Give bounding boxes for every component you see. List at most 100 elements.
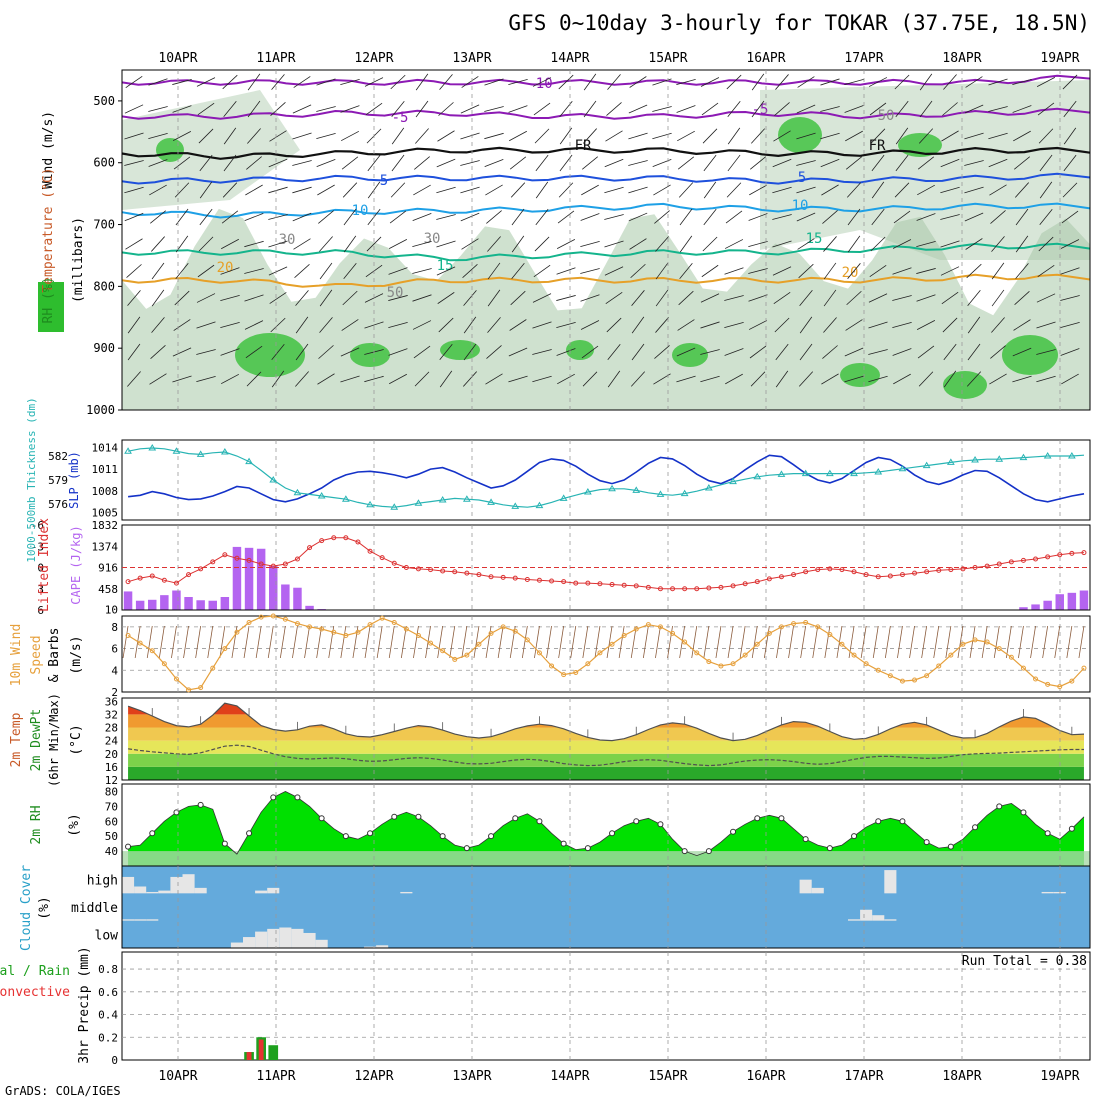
wind-barb [630, 371, 646, 387]
lifted-index-marker [355, 539, 361, 545]
wind-barb [701, 102, 719, 116]
wind-barb [988, 78, 1008, 86]
wind-barb [1061, 373, 1079, 385]
thickness-marker [559, 494, 568, 501]
wind-barb-10m [279, 625, 286, 659]
wind-barb [869, 102, 887, 116]
cape-bar [1079, 590, 1089, 610]
wind-barb [268, 158, 288, 168]
wind-speed-marker [343, 633, 349, 639]
wind-barb-10m [352, 625, 359, 659]
wind-barb-10m [824, 625, 831, 659]
slp-tick: 1008 [92, 485, 119, 498]
temp-band [128, 714, 1085, 728]
contour--5 [121, 107, 1091, 120]
thickness-marker [583, 488, 592, 495]
bottom-day-label: 18APR [942, 1069, 981, 1084]
wind-barb [127, 316, 141, 334]
rh2m-marker [342, 833, 349, 840]
thickness-marker [220, 448, 229, 455]
wind-barb [151, 262, 165, 280]
lifted-index-cape-panel: -6 -3 0 3 6 1832 1374 916 458 10 [31, 519, 1091, 617]
thickness-marker [317, 492, 326, 499]
wind-speed-marker [512, 628, 518, 634]
wind-barb [868, 321, 888, 329]
wind-barb [868, 375, 888, 383]
cloud-middle-bar [134, 919, 147, 921]
wind-barb [487, 262, 501, 280]
lifted-index-marker [984, 563, 990, 569]
wind-barb [463, 371, 477, 387]
wind10m-panel: 8 6 4 2 [111, 613, 1091, 699]
lifted-index-marker [403, 565, 409, 570]
ylabel-total-rain: Total / Rain [0, 964, 70, 979]
wind-barb [607, 343, 621, 361]
lifted-index-marker [1033, 556, 1039, 562]
wind-barb-10m [1005, 625, 1012, 659]
rh2m-marker [730, 828, 737, 835]
wind-barb [1012, 375, 1032, 383]
rh2m-marker [657, 821, 664, 828]
wind-barb [270, 317, 286, 333]
wind-barb [916, 294, 936, 302]
lifted-index-marker [996, 561, 1002, 567]
wind-barb [583, 128, 597, 144]
temp-band [128, 740, 1085, 754]
cape-bar [148, 599, 157, 610]
rh-shading-mid [760, 80, 1090, 260]
wind-speed-marker [367, 622, 373, 628]
lifted-index-marker [307, 545, 313, 551]
wind-barb [893, 373, 911, 385]
wind-barb-10m [461, 625, 468, 659]
lifted-index-marker [936, 567, 942, 573]
wind-barb [125, 76, 143, 88]
wind-speed-marker [633, 626, 639, 632]
cloud-high-bar [799, 879, 812, 894]
wind-barb [775, 370, 789, 388]
wind-barb [581, 184, 599, 196]
wind-barb [631, 316, 645, 334]
wind-barb [124, 212, 144, 222]
bottom-day-label: 10APR [158, 1069, 197, 1084]
cape-bar [1055, 594, 1064, 610]
wind-barb [485, 184, 503, 196]
thickness-slp-frame [121, 439, 1091, 521]
wind-barb [292, 104, 312, 114]
wind-barb [246, 156, 262, 170]
wind-speed-marker [464, 652, 470, 658]
wind-barb [389, 373, 407, 385]
cloud-high-bar [267, 887, 280, 894]
wind-barb [677, 156, 695, 170]
wind-speed-marker [391, 620, 397, 626]
wind-barb [463, 316, 477, 334]
wind-speed-marker [234, 629, 240, 635]
top-day-label: 14APR [550, 51, 589, 66]
contour-label: 5 [380, 173, 388, 189]
wind-barb [700, 77, 720, 87]
wind-barb [796, 132, 816, 140]
wind-barb [532, 77, 552, 87]
wind-barb [197, 102, 215, 116]
wind-barb [172, 105, 192, 113]
wind-barb [196, 349, 216, 355]
wind-speed-marker [924, 673, 930, 679]
cloud-level-label: low [95, 928, 119, 943]
wind-barb [460, 132, 480, 140]
precip-convective-bar [246, 1052, 252, 1060]
wind-barb [799, 316, 813, 334]
ytick-label: 500 [93, 94, 115, 108]
wind-barb-10m [388, 625, 395, 659]
wind-barb [892, 239, 912, 249]
lifted-tick: 0 [37, 562, 44, 575]
wind-barb [1012, 105, 1032, 113]
wind-barb [967, 290, 981, 306]
ylabel-wind: Wind (m/s) [41, 111, 56, 189]
wind-barb [1060, 239, 1080, 249]
wind-barb [964, 212, 984, 222]
wind-barb [316, 132, 336, 140]
wind-speed-marker [730, 661, 736, 667]
rh2m-marker [826, 845, 833, 852]
wind-barb [340, 79, 360, 85]
wind-barb [652, 132, 672, 140]
